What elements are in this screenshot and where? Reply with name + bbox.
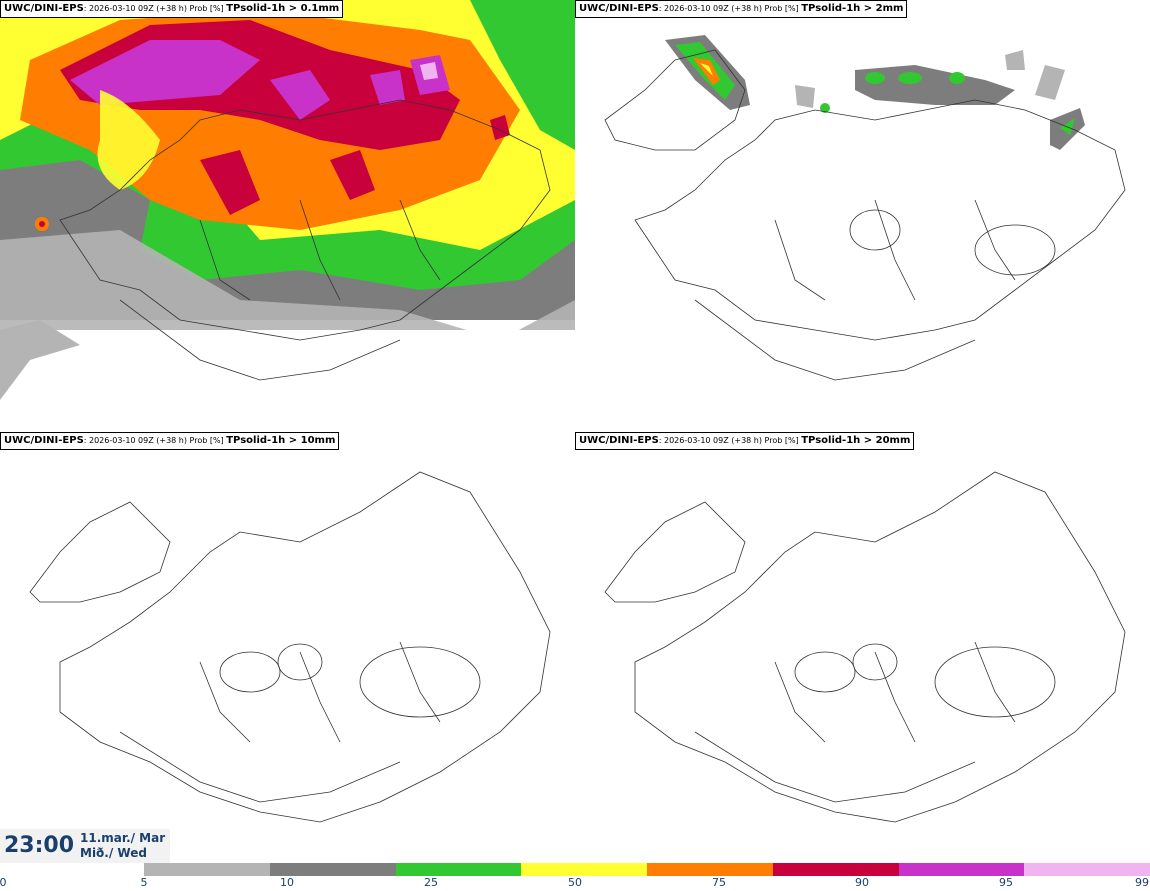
colorbar-segment: [1024, 863, 1150, 876]
colorbar-segment: [144, 863, 271, 876]
model-name: UWC/DINI-EPS: [4, 435, 84, 446]
run-info: : 2026-03-10 09Z (+38 h) Prob [%]: [658, 436, 802, 445]
colorbar-segment: [269, 863, 396, 876]
map-panel-10mm: UWC/DINI-EPS: 2026-03-10 09Z (+38 h) Pro…: [0, 432, 575, 864]
probability-map-2mm: [604, 35, 1126, 381]
map-panel-2mm: UWC/DINI-EPS: 2026-03-10 09Z (+38 h) Pro…: [575, 0, 1150, 432]
colorbar-segment: [395, 863, 522, 876]
panel-title: UWC/DINI-EPS: 2026-03-10 09Z (+38 h) Pro…: [575, 432, 915, 450]
colorbar-tick-label: 25: [424, 876, 438, 889]
run-info: : 2026-03-10 09Z (+38 h) Prob [%]: [83, 436, 227, 445]
probability-map-20mm: [604, 471, 1126, 823]
model-name: UWC/DINI-EPS: [579, 435, 659, 446]
parameter-label: TPsolid-1h > 10mm: [226, 435, 336, 446]
map-panel-0-1mm: UWC/DINI-EPS: 2026-03-10 09Z (+38 h) Pro…: [0, 0, 575, 432]
colorbar-tick-label: 50: [568, 876, 582, 889]
colorbar-tick-label: 99: [1135, 876, 1149, 889]
run-info: : 2026-03-10 09Z (+38 h) Prob [%]: [658, 4, 802, 13]
parameter-label: TPsolid-1h > 0.1mm: [226, 3, 340, 14]
valid-weekday: Mið./ Wed: [80, 846, 147, 860]
colorbar-segment: [647, 863, 774, 876]
model-name: UWC/DINI-EPS: [579, 3, 659, 14]
parameter-label: TPsolid-1h > 2mm: [801, 3, 904, 14]
colorbar-tick-label: 5: [140, 876, 148, 889]
colorbar-tick-label: 75: [712, 876, 726, 889]
run-info: : 2026-03-10 09Z (+38 h) Prob [%]: [83, 4, 227, 13]
map-panel-20mm: UWC/DINI-EPS: 2026-03-10 09Z (+38 h) Pro…: [575, 432, 1150, 864]
valid-time-box: 23:00 11.mar./ Mar Mið./ Wed: [0, 829, 170, 863]
colorbar-segment: [772, 863, 899, 876]
colorbar-segment: [898, 863, 1025, 876]
colorbar-tick-label: 10: [280, 876, 294, 889]
valid-date: 11.mar./ Mar: [80, 831, 166, 845]
colorbar-tick-label: 90: [855, 876, 869, 889]
model-name: UWC/DINI-EPS: [4, 3, 84, 14]
probability-map-10mm: [29, 471, 551, 823]
colorbar-tick-label: 0: [0, 876, 7, 889]
probability-colorbar: [144, 863, 1150, 876]
panel-title: UWC/DINI-EPS: 2026-03-10 09Z (+38 h) Pro…: [575, 0, 908, 18]
probability-map-0-1mm: [0, 0, 575, 432]
panel-title: UWC/DINI-EPS: 2026-03-10 09Z (+38 h) Pro…: [0, 432, 340, 450]
colorbar-tick-label: 95: [999, 876, 1013, 889]
panel-title: UWC/DINI-EPS: 2026-03-10 09Z (+38 h) Pro…: [0, 0, 344, 18]
valid-time: 23:00: [4, 833, 75, 858]
colorbar-segment: [521, 863, 648, 876]
parameter-label: TPsolid-1h > 20mm: [801, 435, 911, 446]
